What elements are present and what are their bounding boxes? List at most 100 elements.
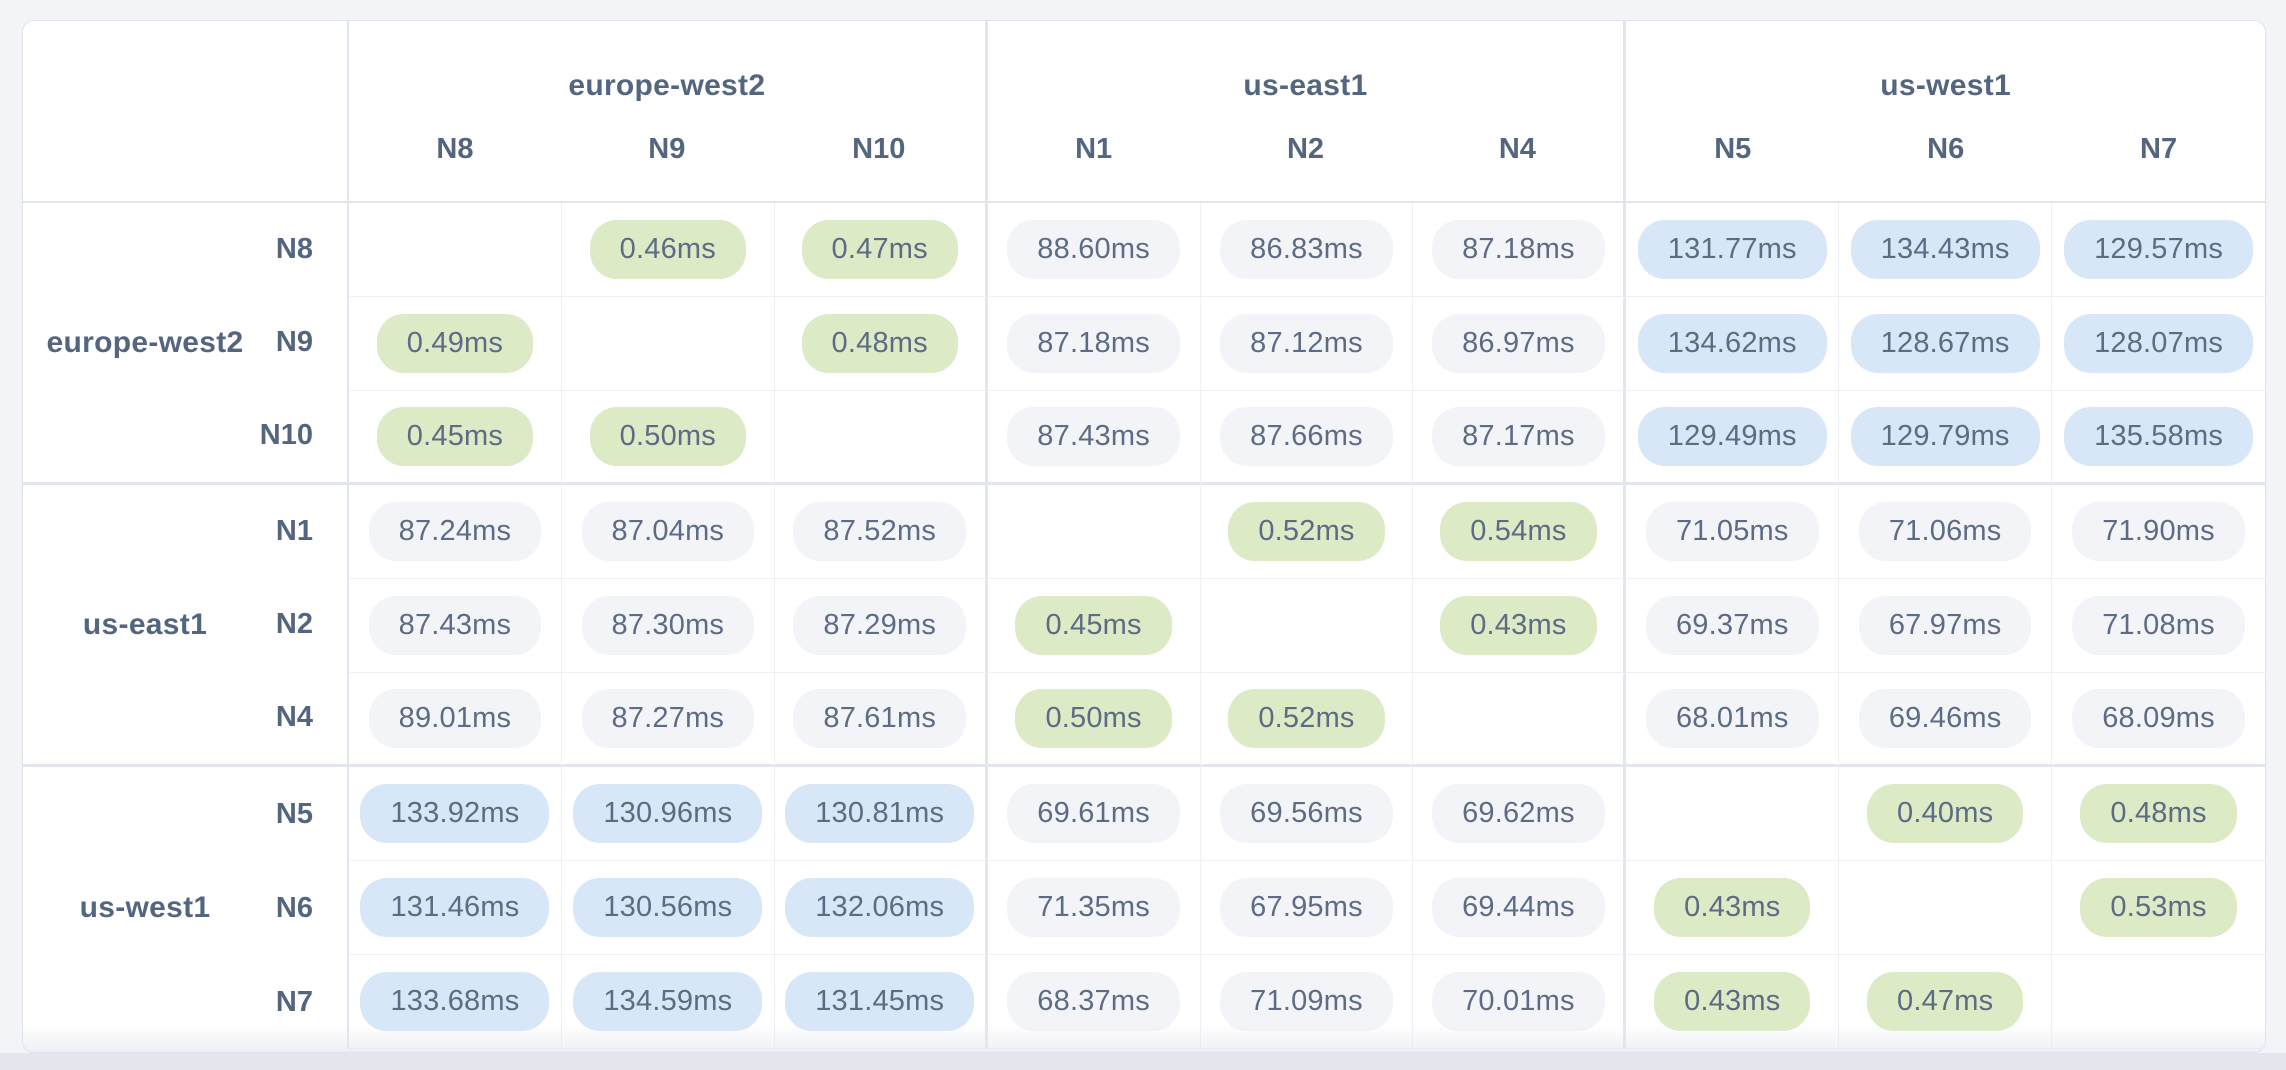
latency-value-pill[interactable]: 86.83ms [1220,220,1393,279]
latency-value-pill[interactable]: 128.07ms [2064,314,2254,373]
latency-value-pill[interactable]: 0.45ms [376,407,534,466]
latency-value-pill[interactable]: 131.46ms [360,878,550,937]
latency-value-pill[interactable]: 131.77ms [1637,220,1827,279]
latency-value-pill[interactable]: 87.43ms [1007,407,1180,466]
latency-value-pill[interactable]: 129.49ms [1637,407,1827,466]
latency-value-pill[interactable]: 87.18ms [1432,220,1605,279]
latency-value-pill[interactable]: 69.62ms [1432,784,1605,843]
latency-value-pill[interactable]: 67.95ms [1220,878,1393,937]
latency-value-pill[interactable]: 70.01ms [1432,972,1605,1031]
latency-value-pill[interactable]: 131.45ms [785,972,975,1031]
row-region-label: us-west1 [79,891,211,924]
column-region-label: us-west1 [1880,69,2012,102]
latency-cell-N1-to-N6: 71.06ms [1839,485,2053,579]
latency-value-pill[interactable]: 71.08ms [2072,596,2245,655]
latency-value-pill[interactable]: 0.47ms [801,220,958,279]
self-latency-cell-N2 [1200,579,1414,673]
latency-value-pill[interactable]: 71.05ms [1645,502,1819,561]
latency-value-pill[interactable]: 68.09ms [2072,689,2245,748]
latency-value-pill[interactable]: 130.56ms [573,878,763,937]
latency-cell-N10-to-N1: 87.43ms [987,391,1201,485]
latency-value-pill[interactable]: 68.01ms [1645,689,1819,748]
latency-value-pill[interactable]: 87.52ms [793,502,967,561]
latency-value-pill[interactable]: 87.27ms [581,689,755,748]
latency-value-pill[interactable]: 0.45ms [1015,596,1172,655]
latency-cell-N5-to-N7: 0.48ms [2052,767,2265,861]
latency-value-pill[interactable]: 0.46ms [589,220,746,279]
latency-value-pill[interactable]: 0.47ms [1867,972,2024,1031]
latency-cell-N8-to-N5: 131.77ms [1626,203,1840,297]
latency-value-pill[interactable]: 87.61ms [793,689,967,748]
row-group-header-us-east1: us-east1 N1 N2 N4 [23,485,349,767]
latency-value-pill[interactable]: 71.35ms [1007,878,1180,937]
latency-value-pill[interactable]: 0.52ms [1228,689,1385,748]
latency-cell-N1-to-N2: 0.52ms [1200,485,1414,579]
latency-value-pill[interactable]: 0.50ms [1015,689,1172,748]
latency-cell-N4-to-N10: 87.61ms [774,673,988,767]
latency-value-pill[interactable]: 134.59ms [573,972,763,1031]
latency-value-pill[interactable]: 0.43ms [1654,878,1811,937]
latency-value-pill[interactable]: 130.96ms [573,784,763,843]
latency-value-pill[interactable]: 134.43ms [1850,220,2040,279]
latency-value-pill[interactable]: 87.12ms [1220,314,1393,373]
latency-value-pill[interactable]: 128.67ms [1850,314,2040,373]
row-node-header-N8: N8 [275,233,313,265]
latency-value-pill[interactable]: 0.43ms [1440,596,1597,655]
latency-value-pill[interactable]: 129.79ms [1850,407,2040,466]
latency-cell-N7-to-N2: 71.09ms [1200,955,1414,1049]
column-node-header-N7: N7 [2140,133,2178,165]
self-latency-cell-N9 [561,297,775,391]
latency-value-pill[interactable]: 67.97ms [1858,596,2032,655]
latency-value-pill[interactable]: 0.48ms [801,314,958,373]
latency-value-pill[interactable]: 0.49ms [376,314,534,373]
latency-value-pill[interactable]: 135.58ms [2064,407,2254,466]
latency-cell-N4-to-N2: 0.52ms [1200,673,1414,767]
latency-value-pill[interactable]: 87.66ms [1220,407,1393,466]
latency-cell-N8-to-N4: 87.18ms [1413,203,1627,297]
column-node-header-N9: N9 [648,133,686,165]
latency-value-pill[interactable]: 0.53ms [2080,878,2237,937]
latency-value-pill[interactable]: 69.37ms [1645,596,1819,655]
latency-value-pill[interactable]: 69.46ms [1858,689,2032,748]
latency-cell-N6-to-N9: 130.56ms [561,861,775,955]
latency-cell-N4-to-N8: 89.01ms [349,673,562,767]
latency-value-pill[interactable]: 130.81ms [785,784,975,843]
latency-value-pill[interactable]: 133.92ms [360,784,550,843]
latency-cell-N5-to-N8: 133.92ms [349,767,562,861]
latency-value-pill[interactable]: 133.68ms [360,972,550,1031]
latency-value-pill[interactable]: 86.97ms [1432,314,1605,373]
latency-cell-N10-to-N5: 129.49ms [1626,391,1840,485]
latency-value-pill[interactable]: 89.01ms [368,689,542,748]
latency-value-pill[interactable]: 134.62ms [1637,314,1827,373]
latency-value-pill[interactable]: 87.29ms [793,596,967,655]
latency-value-pill[interactable]: 69.44ms [1432,878,1605,937]
latency-cell-N4-to-N5: 68.01ms [1626,673,1840,767]
latency-value-pill[interactable]: 0.52ms [1228,502,1385,561]
latency-value-pill[interactable]: 71.90ms [2072,502,2245,561]
latency-value-pill[interactable]: 87.30ms [581,596,755,655]
latency-value-pill[interactable]: 87.43ms [368,596,542,655]
latency-value-pill[interactable]: 87.17ms [1432,407,1605,466]
latency-value-pill[interactable]: 69.56ms [1220,784,1393,843]
latency-value-pill[interactable]: 129.57ms [2064,220,2254,279]
latency-value-pill[interactable]: 0.54ms [1440,502,1597,561]
latency-value-pill[interactable]: 87.04ms [581,502,755,561]
latency-value-pill[interactable]: 0.50ms [589,407,746,466]
row-node-header-N10: N10 [259,419,313,451]
self-latency-cell-N6 [1839,861,2053,955]
latency-value-pill[interactable]: 71.09ms [1220,972,1393,1031]
latency-value-pill[interactable]: 87.24ms [368,502,542,561]
latency-value-pill[interactable]: 0.48ms [2080,784,2237,843]
latency-value-pill[interactable]: 0.40ms [1867,784,2024,843]
latency-value-pill[interactable]: 132.06ms [785,878,975,937]
latency-value-pill[interactable]: 87.18ms [1007,314,1180,373]
self-latency-cell-N5 [1626,767,1840,861]
latency-cell-N9-to-N8: 0.49ms [349,297,562,391]
self-latency-cell-N4 [1413,673,1627,767]
latency-value-pill[interactable]: 71.06ms [1858,502,2032,561]
latency-value-pill[interactable]: 68.37ms [1007,972,1180,1031]
latency-value-pill[interactable]: 88.60ms [1007,220,1180,279]
column-node-labels: N8 N9 N10 [349,133,985,166]
latency-value-pill[interactable]: 0.43ms [1654,972,1811,1031]
latency-value-pill[interactable]: 69.61ms [1007,784,1180,843]
